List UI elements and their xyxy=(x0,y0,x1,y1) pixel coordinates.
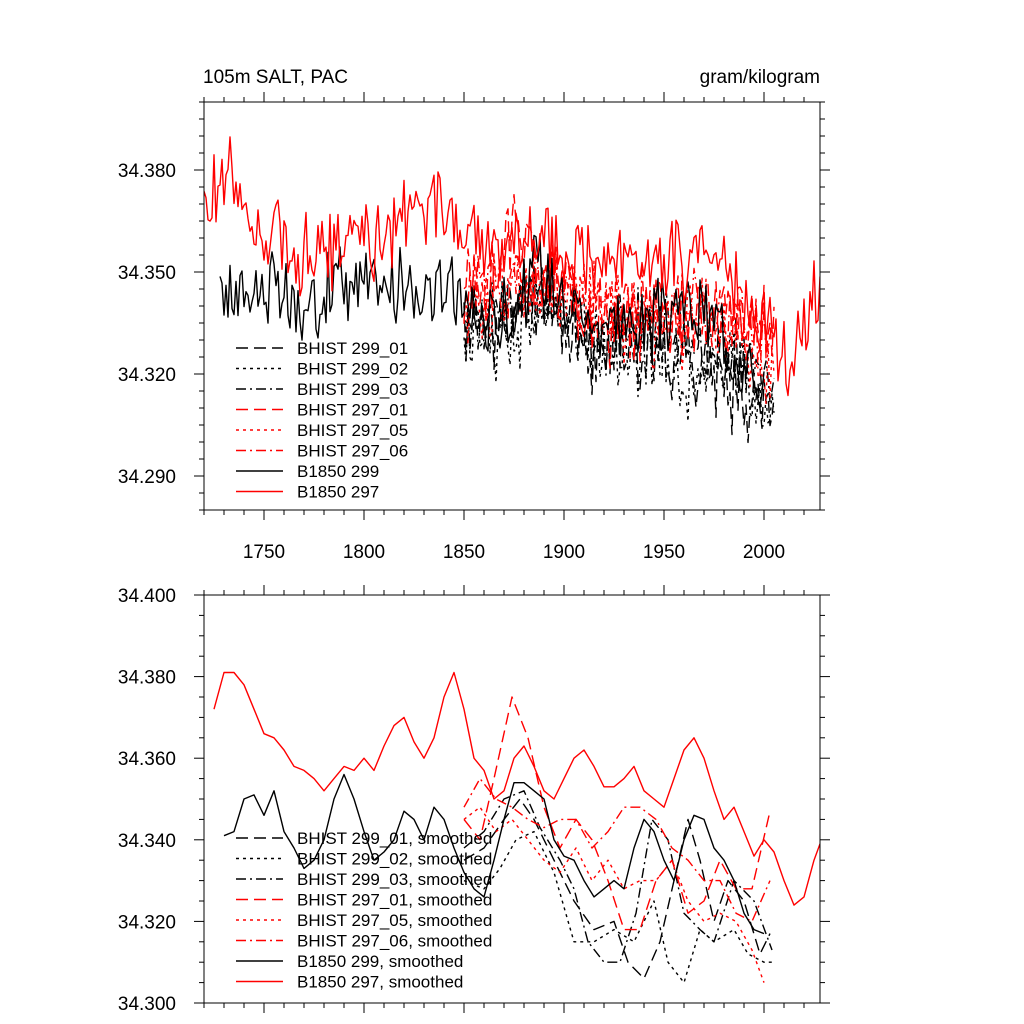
series-line-bhist-299-02 xyxy=(463,276,775,427)
top-plot-frame xyxy=(203,101,821,511)
top-plot-units: gram/kilogram xyxy=(700,67,820,88)
legend-label: BHIST 297_05 xyxy=(297,421,408,440)
legend-label: B1850 297, smoothed xyxy=(297,973,463,992)
bottom-plot-lines xyxy=(213,671,820,984)
legend-label: BHIST 299_02, smoothed xyxy=(297,850,492,869)
series-line-b1850-299 xyxy=(219,234,765,409)
y-tick-label: 34.320 xyxy=(118,365,176,386)
bottom-plot-legend: BHIST 299_01, smoothed BHIST 299_02, smoo… xyxy=(236,829,492,992)
series-line-b1850-299-smoothed xyxy=(223,773,765,935)
legend-label: BHIST 297_06, smoothed xyxy=(297,932,492,951)
legend-label: BHIST 297_01 xyxy=(297,401,408,420)
x-tick-label: 1750 xyxy=(243,542,285,563)
y-tick-label: 34.300 xyxy=(118,994,176,1015)
y-tick-label: 34.350 xyxy=(118,263,176,284)
legend-label: BHIST 297_06 xyxy=(297,442,408,461)
top-plot-panel: 105m SALT, PAC gram/kilogram 1750 1800 185… xyxy=(118,67,830,563)
legend-label: B1850 299, smoothed xyxy=(297,952,463,971)
top-plot-title: 105m SALT, PAC xyxy=(203,67,348,88)
top-plot-ticks: 1750 1800 1850 1900 1950 2000 34.290 34.320 34.3… xyxy=(118,92,830,563)
y-tick-label: 34.360 xyxy=(118,749,176,770)
series-line-bhist-299-03-smoothed xyxy=(463,790,773,963)
legend-label: BHIST 299_02 xyxy=(297,360,408,379)
series-line-bhist-297-01-smoothed xyxy=(463,696,771,931)
series-line-b1850-297 xyxy=(204,136,820,397)
y-tick-label: 34.290 xyxy=(118,467,176,488)
legend-label: B1850 297 xyxy=(297,483,379,502)
bottom-plot-panel: 34.300 34.320 34.340 34.360 34.380 34.400 BHI… xyxy=(118,585,830,1015)
series-line-bhist-297-06-smoothed xyxy=(463,777,771,923)
x-tick-label: 1850 xyxy=(443,542,485,563)
y-tick-label: 34.340 xyxy=(118,831,176,852)
bottom-plot-frame xyxy=(203,594,821,1004)
x-tick-label: 1800 xyxy=(343,542,385,563)
x-tick-label: 1950 xyxy=(643,542,685,563)
bottom-plot-ticks: 34.300 34.320 34.340 34.360 34.380 34.400 xyxy=(118,585,830,1015)
x-tick-label: 2000 xyxy=(743,542,785,563)
legend-label: BHIST 299_01, smoothed xyxy=(297,829,492,848)
series-line-bhist-299-01-smoothed xyxy=(463,798,771,980)
legend-label: BHIST 299_03 xyxy=(297,380,408,399)
legend-label: BHIST 297_01, smoothed xyxy=(297,891,492,910)
legend-label: B1850 299 xyxy=(297,462,379,481)
legend-label: BHIST 299_03, smoothed xyxy=(297,870,492,889)
series-line-bhist-299-02-smoothed xyxy=(463,830,772,984)
y-tick-label: 34.400 xyxy=(118,586,176,607)
legend-label: BHIST 297_05, smoothed xyxy=(297,911,492,930)
y-tick-label: 34.380 xyxy=(118,161,176,182)
x-tick-label: 1900 xyxy=(543,542,585,563)
series-line-b1850-297-smoothed xyxy=(213,671,820,906)
legend-label: BHIST 299_01 xyxy=(297,339,408,358)
y-tick-label: 34.320 xyxy=(118,912,176,933)
top-plot-lines xyxy=(204,136,820,444)
series-line-bhist-297-05-smoothed xyxy=(463,806,765,983)
y-tick-label: 34.380 xyxy=(118,668,176,689)
